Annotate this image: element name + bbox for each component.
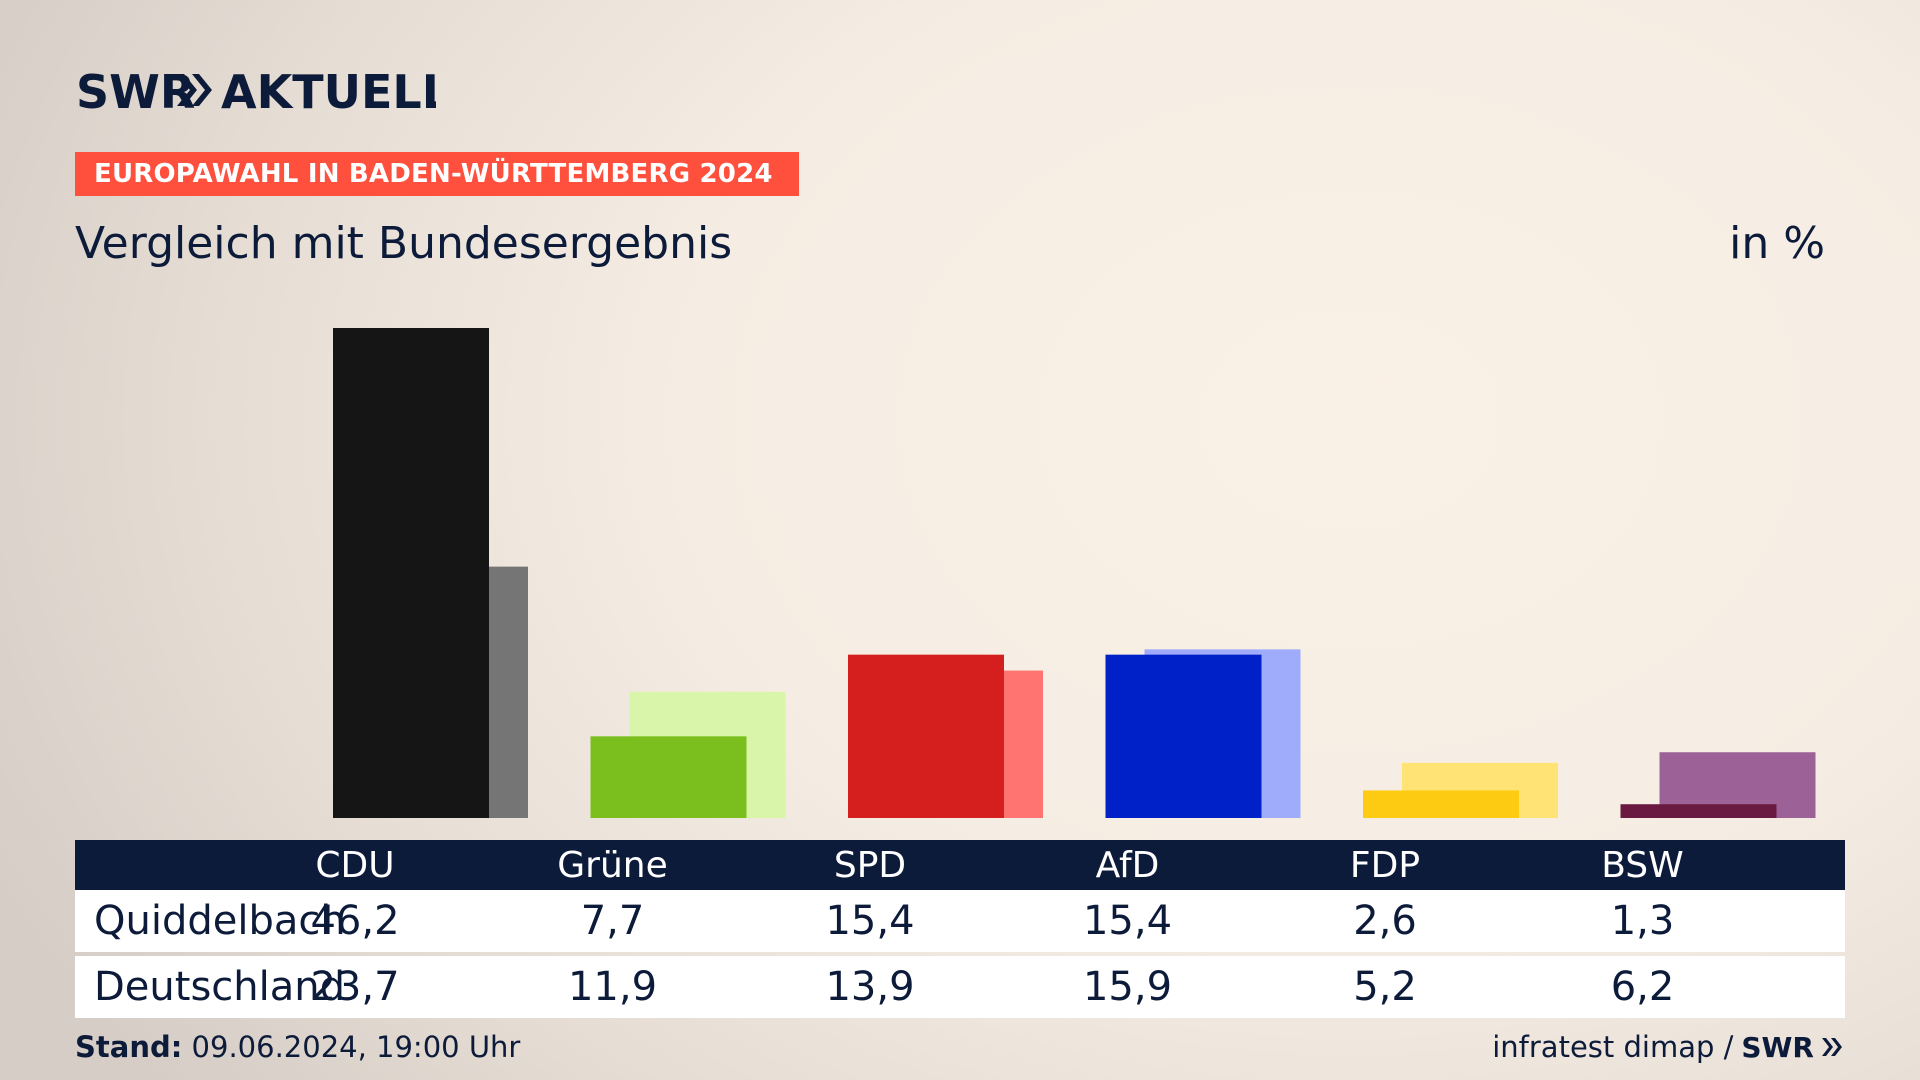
results-table: CDU Grüne SPD AfD FDP BSW Quiddelbach 46,2 7,7 1… [75,840,1845,1018]
stand-value: 09.06.2024, 19:00 Uhr [191,1030,521,1064]
value-cell: 7,7 [580,898,645,944]
stand-label: Stand: [75,1030,183,1064]
topic-banner: EUROPAWAHL IN BADEN-WÜRTTEMBERG 2024 [75,152,799,196]
source-text: infratest dimap / [1492,1030,1734,1064]
value-cell: 5,2 [1353,964,1417,1010]
bar-local-fdp [1363,790,1519,818]
timestamp: Stand: 09.06.2024, 19:00 Uhr [75,1030,520,1064]
double-chevron-icon [1822,1038,1842,1056]
row-label: Deutschland [94,964,345,1010]
swr-footer-logo: SWR [1741,1030,1814,1064]
value-cell: 1,3 [1610,898,1675,944]
value-cell: 23,7 [310,964,400,1010]
bar-local-bsw [1620,804,1777,818]
column-header: SPD [833,845,907,886]
value-cell: 13,9 [825,964,915,1010]
source-credit: infratest dimap / SWR [1492,1030,1844,1064]
table-header: CDU Grüne SPD AfD FDP BSW [75,840,1845,890]
logo-suffix: AKTUELL [221,65,436,116]
chart-subtitle: Vergleich mit Bundesergebnis [75,218,733,269]
table-row: Quiddelbach 46,2 7,7 15,4 15,4 2,6 1,3 [75,890,1845,952]
table-body: Quiddelbach 46,2 7,7 15,4 15,4 2,6 1,3 Deutschl… [75,890,1845,1018]
bar-local-cdu [333,328,489,818]
value-cell: 6,2 [1610,964,1675,1010]
value-cell: 11,9 [567,964,658,1010]
value-cell: 15,4 [1082,898,1173,944]
column-header: CDU [315,845,395,886]
value-cell: 2,6 [1353,898,1417,944]
bar-chart [333,328,1816,818]
row-label: Quiddelbach [94,898,346,944]
swr-aktuell-logo: SWR AKTUELL [76,64,436,116]
column-header: FDP [1349,845,1421,886]
bar-local-spd [848,654,1004,818]
table-row: Deutschland 23,7 11,9 13,9 15,9 5,2 6,2 [75,956,1845,1018]
bar-local-afd [1105,654,1262,818]
value-cell: 15,4 [825,898,915,944]
column-header: BSW [1601,845,1684,886]
value-cell: 46,2 [310,898,400,944]
unit-label: in % [1729,218,1825,269]
value-cell: 15,9 [1082,964,1173,1010]
logo-text: SWR [76,65,195,116]
bar-local-grüne [590,736,747,818]
double-chevron-icon [177,74,212,106]
column-header: AfD [1095,845,1160,886]
column-header: Grüne [557,845,668,886]
